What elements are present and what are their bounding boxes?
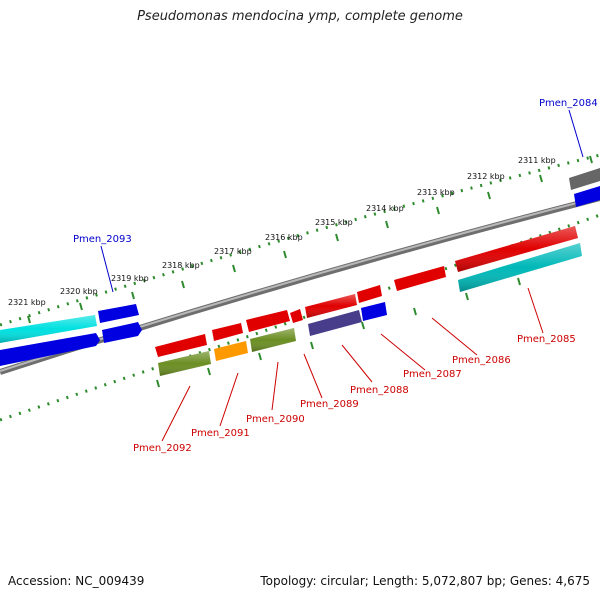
accession-text: Accession: NC_009439 bbox=[8, 574, 145, 588]
gene-pmen-2093[interactable] bbox=[98, 304, 139, 323]
tick-label: 2311 kbp bbox=[518, 156, 556, 165]
feature-shading bbox=[0, 226, 582, 376]
gene-pmen-2088[interactable] bbox=[308, 310, 362, 336]
label-pmen-2091[interactable]: Pmen_2091 bbox=[191, 428, 250, 439]
gene-pmen-2091[interactable] bbox=[214, 341, 248, 361]
gene-red-c[interactable] bbox=[246, 310, 290, 332]
tick-label: 2317 kbp bbox=[214, 247, 252, 256]
label-pmen-2085[interactable]: Pmen_2085 bbox=[517, 334, 576, 345]
gene-blue-small[interactable] bbox=[102, 322, 142, 343]
tick-label: 2315 kbp bbox=[315, 218, 353, 227]
tick-labels: 2311 kbp 2312 kbp 2313 kbp 2314 kbp 2315… bbox=[8, 156, 556, 307]
tick-label: 2316 kbp bbox=[265, 233, 303, 242]
tick-label: 2313 kbp bbox=[417, 188, 455, 197]
leader-lines-reverse bbox=[161, 287, 544, 442]
gene-red-g[interactable] bbox=[394, 266, 446, 291]
gene-red-a[interactable] bbox=[155, 334, 207, 357]
gene-red-d[interactable] bbox=[290, 309, 303, 323]
label-pmen-2084[interactable]: Pmen_2084 bbox=[539, 98, 598, 109]
tick-label: 2318 kbp bbox=[162, 261, 200, 270]
label-pmen-2088[interactable]: Pmen_2088 bbox=[350, 385, 409, 396]
tick-label: 2314 kbp bbox=[366, 204, 404, 213]
gene-pmen-2087[interactable] bbox=[361, 302, 387, 321]
label-pmen-2087[interactable]: Pmen_2087 bbox=[403, 369, 462, 380]
label-pmen-2092[interactable]: Pmen_2092 bbox=[133, 443, 192, 454]
forward-strand-features bbox=[0, 168, 600, 357]
gene-red-b[interactable] bbox=[212, 323, 243, 341]
gene-blue-right[interactable] bbox=[574, 186, 600, 207]
label-pmen-2093[interactable]: Pmen_2093 bbox=[73, 234, 132, 245]
tick-label: 2320 kbp bbox=[60, 287, 98, 296]
gene-labels: Pmen_2084 Pmen_2093 Pmen_2085 Pmen_2086 … bbox=[73, 98, 598, 454]
label-pmen-2090[interactable]: Pmen_2090 bbox=[246, 414, 305, 425]
label-pmen-2089[interactable]: Pmen_2089 bbox=[300, 399, 359, 410]
tick-label: 2321 kbp bbox=[8, 298, 46, 307]
gene-pmen-2084[interactable] bbox=[569, 168, 600, 190]
inner-ruler-ticks bbox=[156, 277, 521, 388]
label-pmen-2086[interactable]: Pmen_2086 bbox=[452, 355, 511, 366]
gene-blue-left[interactable] bbox=[0, 333, 100, 366]
page-title: Pseudomonas mendocina ymp, complete geno… bbox=[137, 9, 463, 24]
tick-label: 2312 kbp bbox=[467, 172, 505, 181]
topology-text: Topology: circular; Length: 5,072,807 bp… bbox=[260, 574, 590, 588]
leader-lines-forward bbox=[100, 109, 584, 293]
gene-red-f[interactable] bbox=[357, 285, 382, 303]
outer-ruler-ticks bbox=[27, 155, 593, 324]
tick-label: 2319 kbp bbox=[111, 274, 149, 283]
